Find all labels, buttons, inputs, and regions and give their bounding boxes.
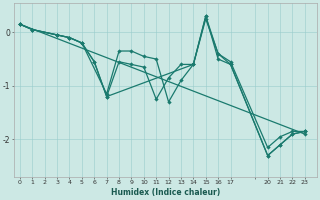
X-axis label: Humidex (Indice chaleur): Humidex (Indice chaleur) <box>111 188 220 197</box>
